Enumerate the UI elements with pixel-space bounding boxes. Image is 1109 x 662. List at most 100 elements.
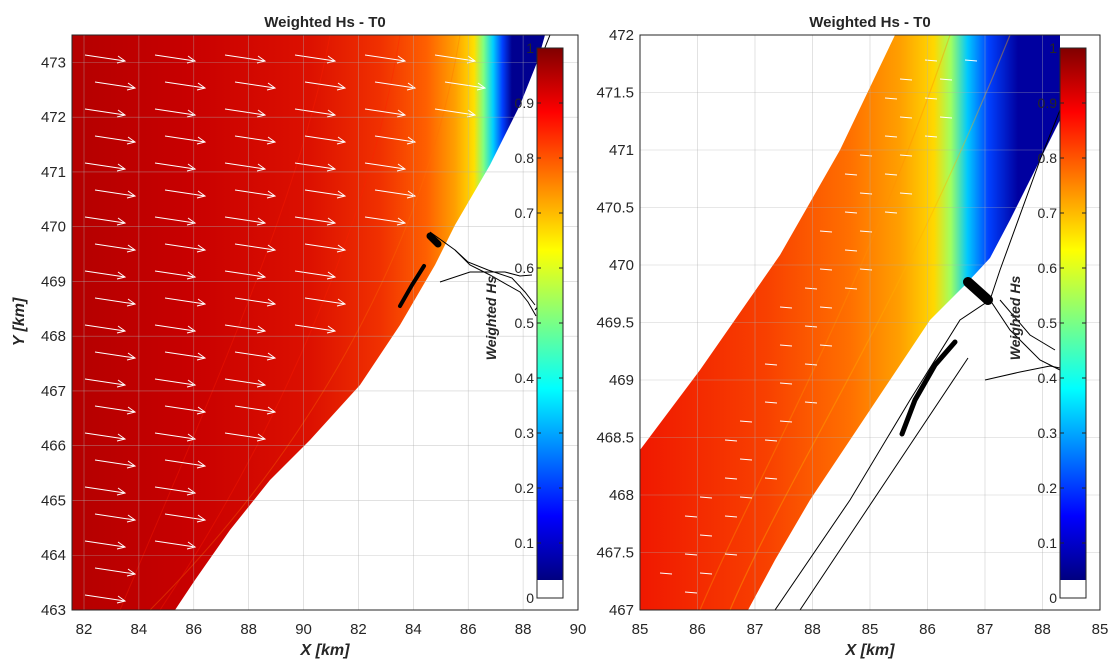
left-x-tick-labels: 82 84 86 88 90 82 84 86 88 90 — [76, 621, 587, 638]
right-wave-arrow — [804, 401, 818, 404]
right-x-tick-label: 87 — [747, 621, 764, 638]
left-y-tick-labels: 463 464 465 466 467 468 469 470 471 472 473 — [41, 54, 66, 619]
right-y-tick-label: 469 — [609, 372, 634, 389]
left-wave-arrow — [294, 216, 337, 226]
left-y-tick-label: 469 — [41, 273, 66, 290]
right-wave-arrow — [899, 192, 913, 195]
left-wave-arrow — [84, 540, 127, 550]
right-wave-arrow — [684, 553, 698, 556]
right-wave-arrow — [779, 382, 793, 385]
left-wave-arrow — [94, 135, 137, 145]
left-wave-arrow — [224, 324, 267, 334]
right-y-tick-label: 468 — [609, 487, 634, 504]
left-y-tick-label: 463 — [41, 602, 66, 619]
left-ylabel: Y [km] — [11, 297, 28, 346]
right-wave-arrow — [779, 344, 793, 347]
right-x-tick-label: 87 — [977, 621, 994, 638]
left-colorbar-tick-label: 0.3 — [515, 425, 535, 441]
left-colorbar-tick-label: 0.6 — [515, 260, 535, 276]
left-wave-arrow — [304, 243, 347, 253]
left-wave-arrow — [304, 189, 347, 199]
right-y-tick-label: 470.5 — [596, 200, 634, 217]
right-harbour-structure — [963, 277, 993, 305]
left-x-tick-label: 88 — [240, 621, 257, 638]
right-colorbar: 0 0.1 0.2 0.3 0.4 0.5 0.6 0.7 0.8 0.9 1 — [1038, 40, 1087, 606]
right-colorbar-tick-label: 0.3 — [1038, 425, 1058, 441]
right-wave-arrow — [660, 611, 672, 612]
left-colorbar-ticks: 0 0.1 0.2 0.3 0.4 0.5 0.6 0.7 0.8 0.9 1 — [515, 40, 563, 606]
left-wave-arrow — [234, 297, 277, 307]
left-y-tick-label: 471 — [41, 164, 66, 181]
right-wave-arrow — [764, 477, 778, 480]
left-wave-arrow — [224, 162, 267, 172]
right-breakwater — [899, 339, 958, 437]
left-wave-arrow — [164, 459, 207, 469]
left-y-tick-label: 466 — [41, 438, 66, 455]
left-wave-field — [72, 35, 545, 610]
right-x-tick-label: 85 — [862, 621, 879, 638]
left-x-tick-label: 84 — [131, 621, 148, 638]
right-wave-arrow — [844, 249, 858, 252]
left-x-tick-label: 88 — [515, 621, 532, 638]
right-colorbar-tick-label: 1 — [1049, 40, 1057, 56]
right-contour-bands — [699, 35, 1011, 610]
left-colorbar-tick-label: 0 — [526, 590, 534, 606]
left-wave-arrow — [294, 108, 337, 118]
left-wave-arrow — [304, 135, 347, 145]
right-wave-arrow — [819, 268, 833, 271]
left-wave-arrow — [94, 567, 137, 577]
left-breakwater — [398, 264, 426, 308]
left-wave-arrow — [164, 513, 207, 523]
left-x-tick-label: 82 — [350, 621, 367, 638]
left-xlabel: X [km] — [300, 642, 351, 659]
left-colorbar-tick-label: 0.7 — [515, 205, 535, 221]
left-wave-arrow — [234, 81, 277, 91]
right-wave-arrow — [884, 97, 898, 100]
right-wave-arrow — [899, 116, 913, 119]
left-wave-arrow — [84, 270, 127, 280]
left-wave-arrow — [154, 270, 197, 280]
left-colorbar-tick-label: 0.9 — [515, 95, 535, 111]
left-wave-arrow — [94, 513, 137, 523]
right-wave-arrow — [884, 135, 898, 138]
right-x-tick-label: 88 — [1034, 621, 1051, 638]
right-wave-arrow — [939, 78, 953, 81]
left-wave-arrow — [374, 81, 417, 91]
right-y-tick-label: 468.5 — [596, 430, 634, 447]
left-wave-arrow — [364, 216, 407, 226]
left-wave-arrow — [84, 594, 127, 604]
left-x-tick-label: 82 — [76, 621, 93, 638]
left-wave-arrow — [364, 108, 407, 118]
left-wave-arrow — [94, 189, 137, 199]
left-harbour-structure — [426, 232, 442, 248]
left-wave-arrow — [164, 405, 207, 415]
left-y-tick-label: 467 — [41, 383, 66, 400]
right-colorbar-tick-label: 0.5 — [1038, 315, 1058, 331]
right-wave-arrow — [764, 363, 778, 366]
left-wave-arrow — [94, 351, 137, 361]
right-wave-arrow — [684, 591, 698, 594]
right-xlabel: X [km] — [845, 642, 896, 659]
left-wave-arrow — [84, 486, 127, 496]
left-wave-arrow — [374, 189, 417, 199]
left-wave-arrow — [224, 378, 267, 388]
left-x-tick-label: 90 — [295, 621, 312, 638]
left-wave-arrow — [294, 162, 337, 172]
right-wave-arrow — [764, 401, 778, 404]
right-y-tick-label: 467.5 — [596, 545, 634, 562]
left-wave-arrow — [164, 135, 207, 145]
left-wave-arrow — [304, 81, 347, 91]
left-contour-bands — [119, 35, 461, 610]
left-wave-arrow — [154, 540, 197, 550]
right-wave-arrow — [844, 287, 858, 290]
left-y-tick-label: 472 — [41, 109, 66, 126]
left-wave-arrow — [154, 324, 197, 334]
right-x-tick-label: 85 — [632, 621, 649, 638]
right-x-tick-labels: 85 86 87 88 85 86 87 88 85 — [632, 621, 1109, 638]
right-y-tick-label: 471 — [609, 142, 634, 159]
right-panel: 0 0.1 0.2 0.3 0.4 0.5 0.6 0.7 0.8 0.9 1 Weighted H… — [596, 14, 1108, 659]
right-wave-arrow — [724, 477, 738, 480]
right-wave-arrow — [699, 496, 713, 499]
right-wave-arrow — [924, 135, 938, 138]
